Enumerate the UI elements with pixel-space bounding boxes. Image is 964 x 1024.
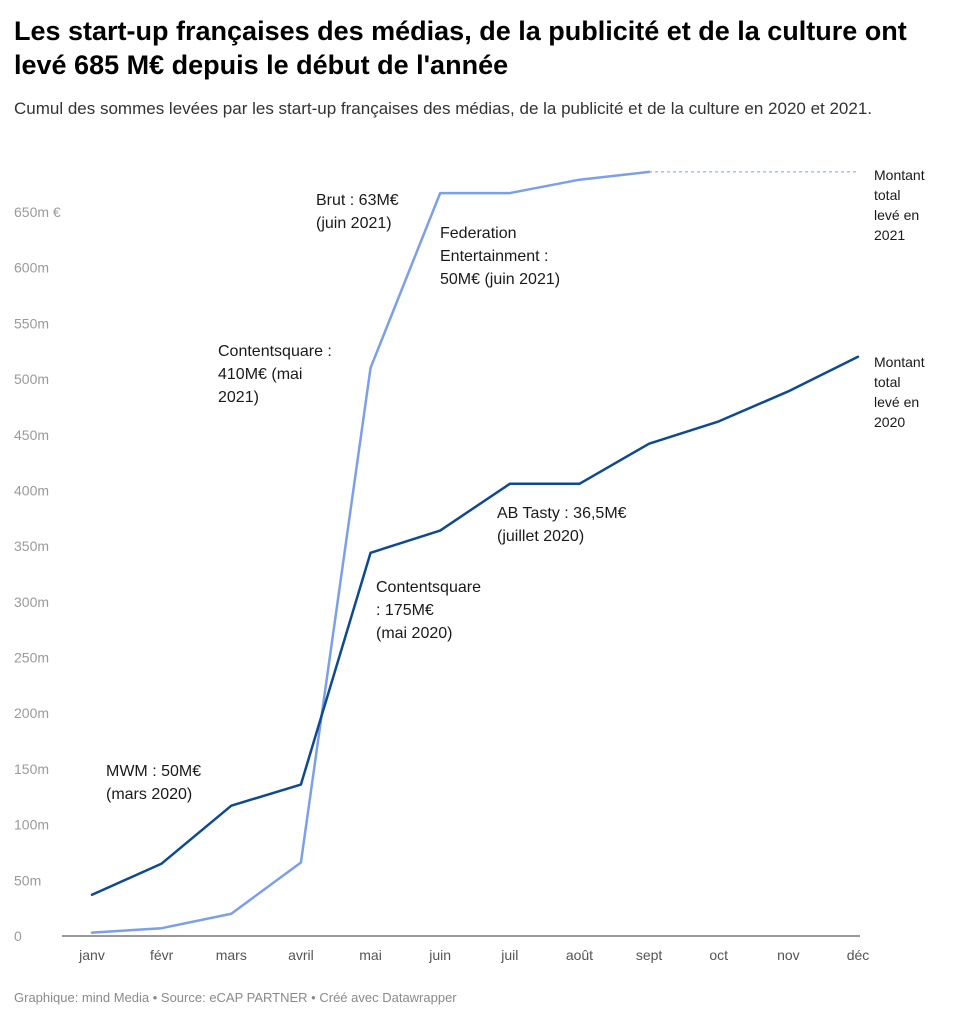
y-tick-label: 650m € [14,204,61,220]
y-tick-label: 350m [14,538,49,554]
annotation-label: Contentsquare :410M€ (mai 2021) [218,343,332,406]
chart-footer-credit: Graphique: mind Media • Source: eCAP PAR… [14,990,457,1005]
y-tick-label: 100m [14,817,49,833]
y-tick-label: 0 [14,928,22,944]
y-tick-label: 200m [14,705,49,721]
line-chart: 0 50m 100m 150m 200m 250m 300m 350m 400m 450m 500m… [14,167,925,963]
x-tick-label: mai [359,947,382,963]
annotations: MWM : 50M€ (mars 2020) Contentsquare :410M… [106,192,627,803]
x-axis: janv févr mars avril mai juin juil août sept oct n… [78,947,869,963]
x-tick-label: sept [636,947,663,963]
x-tick-label: juil [500,947,518,963]
annotation-label: Federation Entertainment :50M€ (juin 2021… [440,225,560,288]
annotation-label: AB Tasty : 36,5M€ (juillet 2020) [497,505,627,545]
x-tick-label: avril [288,947,314,963]
series-line [90,355,860,897]
y-tick-label: 50m [14,872,41,888]
series-end-label: Montant total levé en 2020 [874,354,925,430]
x-tick-label: janv [78,947,105,963]
y-tick-label: 450m [14,427,49,443]
y-tick-label: 400m [14,482,49,498]
series-line [90,170,651,934]
x-tick-label: oct [709,947,728,963]
y-tick-label: 150m [14,761,49,777]
x-tick-label: août [566,947,593,963]
series-end-label: Montant total levé en 2021 [874,167,925,243]
y-tick-label: 550m [14,315,49,331]
annotation-label: Contentsquare: 175M€ (mai 2020) [376,579,481,642]
y-tick-label: 500m [14,371,49,387]
x-tick-label: févr [150,947,174,963]
y-axis: 0 50m 100m 150m 200m 250m 300m 350m 400m 450m 500m… [14,204,860,944]
y-tick-label: 300m [14,594,49,610]
annotation-label: MWM : 50M€ (mars 2020) [106,763,201,803]
x-tick-label: mars [216,947,247,963]
chart-title: Les start-up françaises des médias, de l… [14,16,907,80]
x-tick-label: nov [777,947,800,963]
series-lines [90,170,860,934]
chart-subtitle: Cumul des sommes levées par les start-up… [14,99,873,118]
x-tick-label: déc [847,947,870,963]
y-tick-label: 250m [14,650,49,666]
y-tick-label: 600m [14,260,49,276]
series-end-labels: Montant total levé en 2021 Montant total levé … [874,167,925,430]
annotation-label: Brut : 63M€ (juin 2021) [316,192,399,232]
x-tick-label: juin [428,947,451,963]
